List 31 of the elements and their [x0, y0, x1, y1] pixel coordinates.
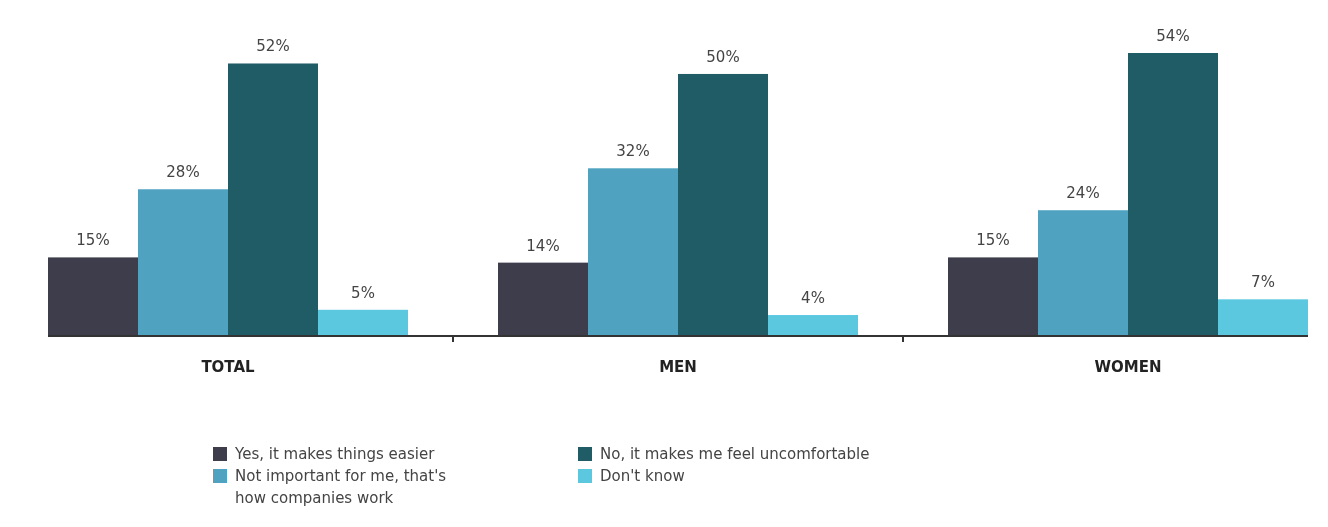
bar	[498, 262, 588, 336]
data-label: 4%	[801, 289, 825, 308]
legend-label: Don't know	[600, 467, 685, 485]
data-label: 52%	[256, 37, 290, 56]
data-label: 7%	[1251, 273, 1275, 292]
bar	[318, 309, 408, 336]
data-label: 5%	[351, 283, 375, 302]
bar	[678, 73, 768, 336]
data-label: 28%	[166, 163, 200, 182]
bar	[138, 189, 228, 336]
data-label: 24%	[1066, 184, 1100, 203]
data-label: 50%	[706, 47, 740, 66]
bar	[768, 315, 858, 336]
data-label: 32%	[616, 142, 650, 161]
bar	[1218, 299, 1308, 336]
legend-label: Yes, it makes things easier	[234, 445, 436, 463]
data-label: 15%	[976, 231, 1010, 250]
data-label: 15%	[76, 231, 110, 250]
data-label: 14%	[526, 236, 560, 255]
bar	[1128, 53, 1218, 336]
bar	[588, 168, 678, 336]
x-tick-label: TOTAL	[201, 358, 256, 376]
bar	[1038, 210, 1128, 336]
bar	[48, 257, 138, 336]
bar	[948, 257, 1038, 336]
legend-label: Not important for me, that's how companies work	[235, 467, 447, 507]
legend-label: No, it makes me feel uncomfortable	[600, 445, 870, 463]
x-tick-label: MEN	[659, 358, 697, 376]
x-tick-label: WOMEN	[1094, 358, 1162, 376]
bar	[228, 63, 318, 336]
data-label: 54%	[1156, 27, 1190, 45]
